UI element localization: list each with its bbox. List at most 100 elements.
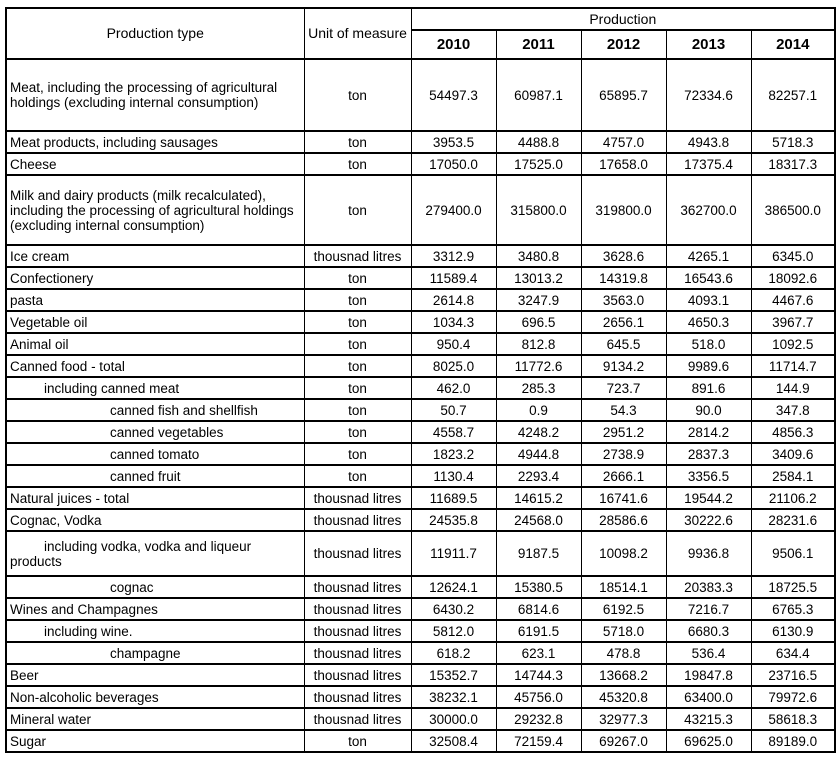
col-header-unit-of-measure: Unit of measure	[303, 7, 412, 60]
production-type-cell: Wines and Champagnes	[5, 597, 305, 621]
value-cell-2013: 2814.2	[665, 420, 752, 444]
production-type-cell: canned tomato	[5, 442, 305, 466]
value-cell-2012: 28586.6	[580, 508, 667, 532]
unit-of-measure-cell: thousnad litres	[303, 641, 412, 665]
table-row: Canned food - total ton 8025.0 11772.6 9134.…	[5, 354, 836, 378]
value-cell-2014: 6345.0	[750, 244, 836, 268]
production-type-cell: Cognac, Vodka	[5, 508, 305, 532]
value-cell-2010: 1034.3	[410, 310, 497, 334]
value-cell-2013: 6680.3	[665, 619, 752, 643]
value-cell-2012: 32977.3	[580, 707, 667, 731]
value-cell-2010: 6430.2	[410, 597, 497, 621]
unit-of-measure-cell: ton	[303, 310, 412, 334]
unit-of-measure-cell: ton	[303, 288, 412, 312]
value-cell-2012: 4757.0	[580, 130, 667, 154]
production-type-cell: including vodka, vodka and liqueur produ…	[5, 530, 305, 577]
production-type-cell: Ice cream	[5, 244, 305, 268]
value-cell-2012: 645.5	[580, 332, 667, 356]
value-cell-2011: 3480.8	[495, 244, 582, 268]
value-cell-2012: 2738.9	[580, 442, 667, 466]
value-cell-2012: 10098.2	[580, 530, 667, 577]
value-cell-2013: 9936.8	[665, 530, 752, 577]
value-cell-2014: 4467.6	[750, 288, 836, 312]
value-cell-2014: 1092.5	[750, 332, 836, 356]
table-row: Cognac, Vodka thousnad litres 24535.8 24568…	[5, 508, 836, 532]
value-cell-2010: 24535.8	[410, 508, 497, 532]
production-type-cell: Sugar	[5, 729, 305, 753]
value-cell-2010: 50.7	[410, 398, 497, 422]
unit-of-measure-cell: thousnad litres	[303, 486, 412, 510]
value-cell-2012: 9134.2	[580, 354, 667, 378]
value-cell-2011: 60987.1	[495, 58, 582, 132]
value-cell-2014: 3967.7	[750, 310, 836, 334]
value-cell-2013: 43215.3	[665, 707, 752, 731]
value-cell-2012: 18514.1	[580, 575, 667, 599]
value-cell-2013: 72334.6	[665, 58, 752, 132]
unit-of-measure-cell: ton	[303, 420, 412, 444]
value-cell-2010: 3312.9	[410, 244, 497, 268]
production-type-cell: Beer	[5, 663, 305, 687]
value-cell-2010: 11689.5	[410, 486, 497, 510]
value-cell-2013: 536.4	[665, 641, 752, 665]
table-row: pasta ton 2614.8 3247.9 3563.0 4093.1 4467.6	[5, 288, 836, 312]
production-type-cell: canned vegetables	[5, 420, 305, 444]
value-cell-2014: 11714.7	[750, 354, 836, 378]
table-row: Animal oil ton 950.4 812.8 645.5 518.0 1092.5	[5, 332, 836, 356]
unit-of-measure-cell: ton	[303, 58, 412, 132]
table-row: canned tomato ton 1823.2 4944.8 2738.9 2837.3…	[5, 442, 836, 466]
production-type-cell: Vegetable oil	[5, 310, 305, 334]
value-cell-2012: 16741.6	[580, 486, 667, 510]
table-row: Confectionery ton 11589.4 13013.2 14319.8 165…	[5, 266, 836, 290]
value-cell-2013: 891.6	[665, 376, 752, 400]
value-cell-2011: 315800.0	[495, 174, 582, 246]
col-header-production-type: Production type	[5, 7, 305, 60]
value-cell-2013: 4265.1	[665, 244, 752, 268]
unit-of-measure-cell: thousnad litres	[303, 619, 412, 643]
value-cell-2012: 2951.2	[580, 420, 667, 444]
unit-of-measure-cell: ton	[303, 332, 412, 356]
value-cell-2012: 54.3	[580, 398, 667, 422]
value-cell-2013: 3356.5	[665, 464, 752, 488]
value-cell-2012: 3628.6	[580, 244, 667, 268]
unit-of-measure-cell: ton	[303, 266, 412, 290]
value-cell-2011: 45756.0	[495, 685, 582, 709]
table-row: canned fruit ton 1130.4 2293.4 2666.1 3356.5 2…	[5, 464, 836, 488]
table-row: champagne thousnad litres 618.2 623.1 478.8 5…	[5, 641, 836, 665]
table-row: Cheese ton 17050.0 17525.0 17658.0 17375.4 183…	[5, 152, 836, 176]
value-cell-2011: 24568.0	[495, 508, 582, 532]
value-cell-2010: 15352.7	[410, 663, 497, 687]
production-type-cell: Confectionery	[5, 266, 305, 290]
production-type-cell: Cheese	[5, 152, 305, 176]
value-cell-2014: 634.4	[750, 641, 836, 665]
value-cell-2013: 19544.2	[665, 486, 752, 510]
value-cell-2010: 17050.0	[410, 152, 497, 176]
value-cell-2014: 347.8	[750, 398, 836, 422]
value-cell-2014: 6765.3	[750, 597, 836, 621]
value-cell-2013: 63400.0	[665, 685, 752, 709]
unit-of-measure-cell: thousnad litres	[303, 575, 412, 599]
value-cell-2011: 6814.6	[495, 597, 582, 621]
production-type-cell: including wine.	[5, 619, 305, 643]
value-cell-2013: 4650.3	[665, 310, 752, 334]
production-type-cell: pasta	[5, 288, 305, 312]
value-cell-2011: 812.8	[495, 332, 582, 356]
value-cell-2011: 2293.4	[495, 464, 582, 488]
table-row: including wine. thousnad litres 5812.0 6191…	[5, 619, 836, 643]
value-cell-2012: 723.7	[580, 376, 667, 400]
unit-of-measure-cell: ton	[303, 354, 412, 378]
value-cell-2010: 1823.2	[410, 442, 497, 466]
value-cell-2013: 2837.3	[665, 442, 752, 466]
value-cell-2014: 386500.0	[750, 174, 836, 246]
value-cell-2011: 72159.4	[495, 729, 582, 753]
value-cell-2012: 478.8	[580, 641, 667, 665]
unit-of-measure-cell: thousnad litres	[303, 663, 412, 687]
col-header-year-2011: 2011	[495, 29, 582, 60]
value-cell-2014: 18317.3	[750, 152, 836, 176]
table-row: including vodka, vodka and liqueur produ…	[5, 530, 836, 577]
value-cell-2011: 6191.5	[495, 619, 582, 643]
value-cell-2014: 9506.1	[750, 530, 836, 577]
value-cell-2014: 6130.9	[750, 619, 836, 643]
value-cell-2013: 362700.0	[665, 174, 752, 246]
value-cell-2013: 69625.0	[665, 729, 752, 753]
value-cell-2014: 89189.0	[750, 729, 836, 753]
